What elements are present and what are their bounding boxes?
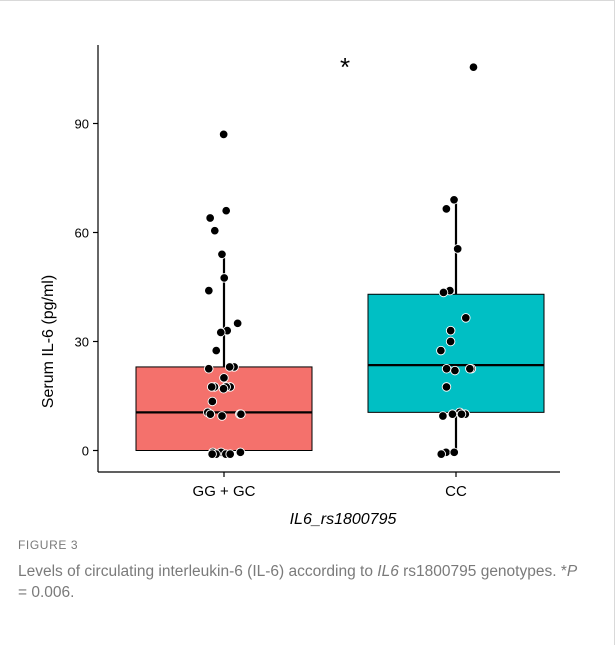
x-axis-label: IL6_rs1800795 (290, 511, 397, 528)
data-point (436, 449, 446, 459)
data-point (468, 62, 479, 72)
caption-p-symbol: P (566, 563, 578, 580)
figure-caption: Levels of circulating interleukin-6 (IL-… (18, 561, 578, 603)
data-point (438, 287, 449, 298)
data-point (441, 382, 452, 392)
x-tick-label: CC (445, 483, 467, 500)
figure-label: FIGURE 3 (18, 538, 79, 552)
data-point (447, 409, 458, 419)
data-point (204, 285, 214, 296)
data-point (205, 213, 215, 223)
data-point (207, 449, 217, 459)
y-axis-label: Serum IL-6 (pg/ml) (40, 275, 57, 408)
data-point (218, 129, 229, 140)
data-point (445, 336, 456, 347)
y-tick-label: 0 (82, 444, 89, 459)
data-point (219, 273, 229, 283)
data-point (224, 362, 235, 372)
data-point (232, 318, 243, 329)
boxplot-chart: 0 30 60 90 GG + GC CC Serum IL-6 (pg/ml) IL6… (40, 45, 560, 528)
data-point (235, 447, 246, 458)
data-point (221, 205, 231, 216)
data-point (438, 411, 448, 421)
data-point (205, 409, 216, 419)
data-point (211, 345, 221, 356)
data-point (217, 411, 227, 421)
data-point (441, 364, 452, 374)
data-point (236, 409, 246, 419)
data-point (219, 373, 229, 383)
data-point (450, 365, 460, 376)
data-point (449, 447, 459, 458)
y-tick-label: 90 (75, 117, 89, 132)
data-point (436, 345, 446, 356)
data-point (465, 364, 475, 374)
x-axis-label-italic: IL6 (290, 511, 312, 528)
data-point (225, 449, 235, 459)
caption-text-3: = 0.006. (18, 584, 75, 601)
data-point (445, 325, 456, 336)
caption-gene: IL6 (377, 563, 399, 580)
x-ticks: GG + GC CC (193, 472, 467, 500)
data-point (449, 195, 459, 205)
x-axis-label-rest: _rs1800795 (310, 511, 397, 528)
data-point (461, 313, 471, 323)
y-tick-label: 60 (75, 226, 89, 241)
data-point (218, 383, 229, 394)
caption-text-1: Levels of circulating interleukin-6 (IL-… (18, 563, 378, 580)
data-point (206, 382, 217, 392)
data-point (452, 244, 463, 254)
data-point (456, 409, 467, 419)
points-layer (203, 62, 479, 459)
box-1 (367, 293, 545, 413)
data-point (204, 364, 214, 374)
significance-marker: * (340, 52, 350, 82)
data-point (207, 396, 218, 407)
data-point (210, 225, 220, 236)
x-tick-label: GG + GC (193, 483, 256, 500)
caption-text-2: rs1800795 genotypes. * (398, 563, 567, 580)
data-point (217, 249, 227, 260)
y-ticks: 0 30 60 90 (75, 117, 98, 459)
data-point (216, 327, 226, 338)
data-point (441, 204, 452, 214)
boxes-layer (135, 199, 545, 453)
y-tick-label: 30 (75, 335, 89, 350)
